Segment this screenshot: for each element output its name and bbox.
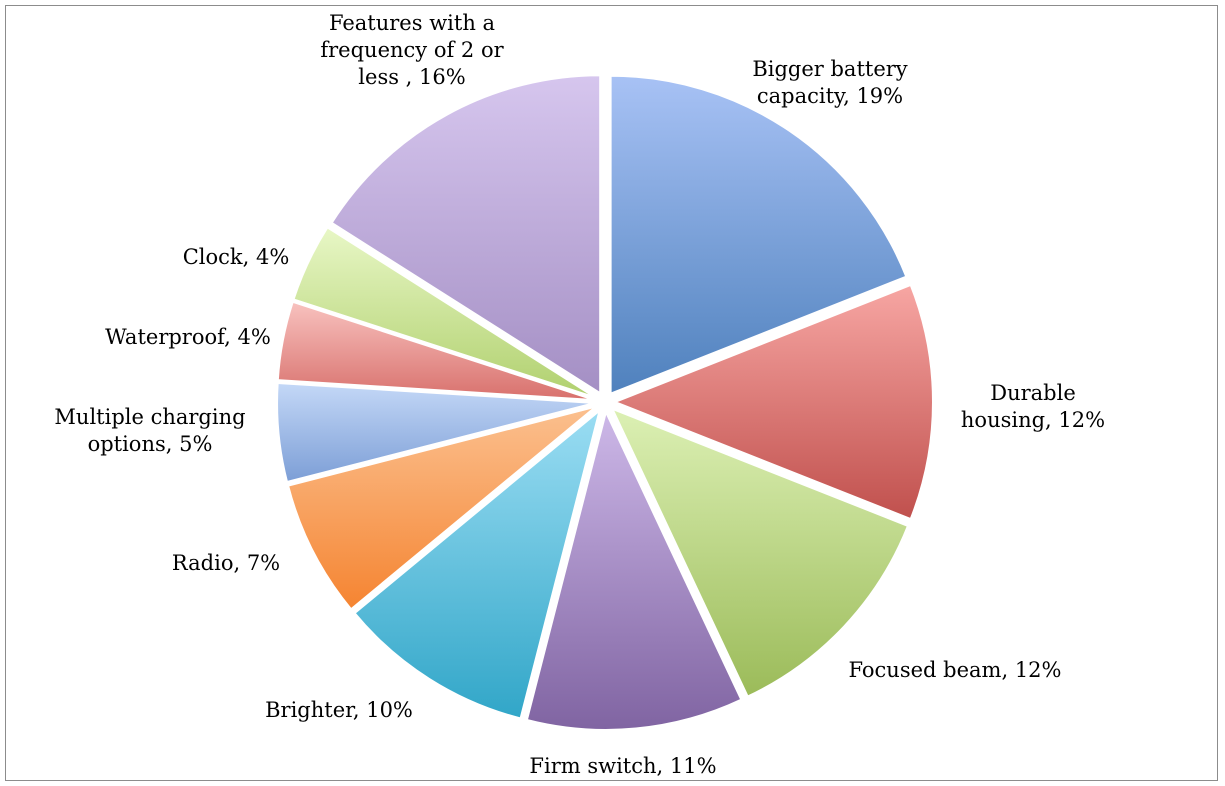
slice-label-3: Firm switch, 11% bbox=[529, 754, 716, 778]
slice-label-line: capacity, 19% bbox=[757, 84, 903, 108]
slice-label-line: Radio, 7% bbox=[172, 551, 280, 575]
slice-label-9: Features with a frequency of 2 or less , 1… bbox=[320, 11, 504, 89]
slice-label-line: Clock, 4% bbox=[183, 245, 290, 269]
slice-label-8: Clock, 4% bbox=[183, 245, 290, 269]
pie-slice-bigger-battery-capacity bbox=[609, 74, 908, 396]
pie-slice-waterproof bbox=[276, 300, 596, 402]
slice-label-0: Bigger battery capacity, 19% bbox=[752, 57, 907, 108]
pie-slice-durable-housing bbox=[612, 283, 934, 521]
slice-label-6: Multiple charging options, 5% bbox=[54, 405, 245, 456]
slice-label-1: Durable housing, 12% bbox=[961, 381, 1105, 432]
slice-label-line: Multiple charging bbox=[54, 405, 245, 429]
slice-label-2: Focused beam, 12% bbox=[848, 658, 1061, 682]
slice-label-line: options, 5% bbox=[88, 432, 213, 456]
pie-slice-clock bbox=[292, 225, 597, 399]
pie-slice-focused-beam bbox=[610, 406, 910, 698]
slice-labels: Bigger battery capacity, 19% Durable housin… bbox=[54, 11, 1105, 778]
slices bbox=[276, 74, 934, 731]
slice-label-line: Bigger battery bbox=[752, 57, 907, 81]
slice-label-line: Firm switch, 11% bbox=[529, 754, 716, 778]
slice-label-line: Waterproof, 4% bbox=[105, 325, 271, 349]
pie-slice-firm-switch bbox=[525, 409, 743, 731]
slice-label-line: less , 16% bbox=[358, 65, 465, 89]
slice-label-line: Focused beam, 12% bbox=[848, 658, 1061, 682]
slice-label-line: Brighter, 10% bbox=[265, 698, 413, 722]
slice-label-line: Durable bbox=[990, 381, 1076, 405]
slice-label-line: Features with a bbox=[329, 11, 495, 35]
slice-label-4: Brighter, 10% bbox=[265, 698, 413, 722]
pie-slice-radio bbox=[286, 405, 597, 611]
pie-slice-multiple-charging-options bbox=[276, 381, 596, 484]
pie-slice-brighter bbox=[353, 407, 602, 720]
slice-label-7: Waterproof, 4% bbox=[105, 325, 271, 349]
slice-label-line: housing, 12% bbox=[961, 408, 1105, 432]
slice-label-5: Radio, 7% bbox=[172, 551, 280, 575]
pie-slice-features-with-a-frequency-of-2-or-less bbox=[330, 74, 602, 396]
slice-label-line: frequency of 2 or bbox=[320, 38, 504, 62]
